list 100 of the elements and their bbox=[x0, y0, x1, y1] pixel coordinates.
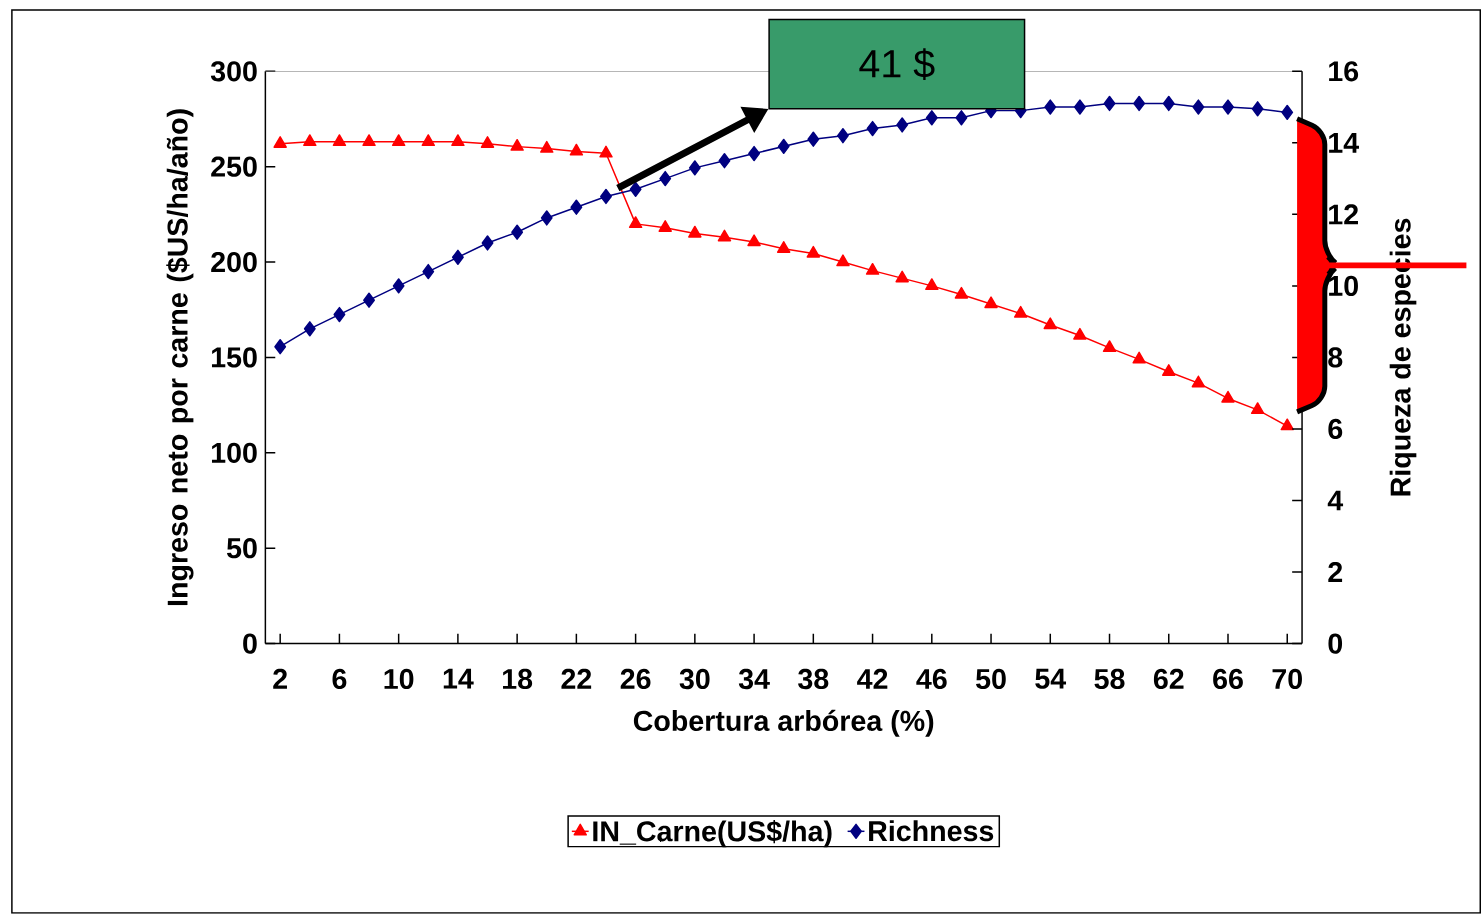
x-tick-label: 22 bbox=[561, 669, 592, 689]
x-tick-label: 58 bbox=[1094, 669, 1125, 690]
point bbox=[273, 136, 287, 149]
y-tick-label: 150 bbox=[211, 347, 257, 368]
y-tick-label: 0 bbox=[243, 633, 257, 654]
point bbox=[481, 235, 494, 251]
point bbox=[510, 139, 524, 152]
x-tick-label: 26 bbox=[620, 669, 651, 690]
point bbox=[658, 220, 672, 233]
point bbox=[717, 229, 732, 242]
point bbox=[274, 339, 287, 355]
point bbox=[1280, 418, 1294, 431]
y2-tick-label: 2 bbox=[1328, 562, 1343, 583]
point bbox=[511, 224, 524, 241]
y-tick-label: 100 bbox=[211, 442, 257, 464]
point bbox=[303, 321, 316, 337]
point bbox=[1250, 402, 1265, 415]
y2-tick-label: 10 bbox=[1329, 275, 1358, 297]
y-tick-label: 300 bbox=[210, 61, 257, 82]
x-tick-label: 46 bbox=[916, 669, 947, 690]
x-tick-label: 18 bbox=[503, 669, 533, 690]
x-tick-label: 62 bbox=[1153, 669, 1184, 690]
point bbox=[925, 110, 938, 126]
point bbox=[451, 249, 464, 266]
y2-tick-label: 16 bbox=[1329, 61, 1359, 82]
point bbox=[688, 225, 702, 238]
point bbox=[1013, 306, 1028, 318]
point bbox=[777, 138, 790, 155]
y2-axis-title: Riqueza de especies bbox=[1389, 218, 1417, 496]
x-tick-label: 30 bbox=[679, 669, 710, 690]
point bbox=[392, 278, 405, 294]
x-tick-label: 38 bbox=[798, 669, 829, 690]
x-tick-label: 70 bbox=[1272, 669, 1302, 690]
point bbox=[332, 134, 347, 147]
point bbox=[895, 270, 909, 283]
y2-tick-label: 12 bbox=[1329, 204, 1358, 225]
point bbox=[1191, 375, 1206, 388]
annotation: 41 $ bbox=[859, 48, 935, 81]
point bbox=[807, 131, 820, 148]
y-tick-label: 50 bbox=[226, 538, 257, 559]
point bbox=[1281, 104, 1294, 121]
point bbox=[333, 307, 346, 323]
point bbox=[748, 146, 761, 162]
point bbox=[1222, 99, 1234, 115]
point bbox=[1103, 95, 1116, 112]
point bbox=[1044, 99, 1057, 115]
point bbox=[1132, 351, 1146, 364]
point bbox=[363, 292, 375, 309]
point bbox=[776, 241, 791, 254]
point bbox=[866, 121, 879, 137]
point bbox=[1133, 95, 1146, 112]
point bbox=[391, 134, 406, 147]
legend-label: IN_Carne(US$/ha) bbox=[593, 820, 832, 848]
point bbox=[540, 210, 553, 226]
point bbox=[865, 263, 880, 276]
point bbox=[540, 141, 554, 153]
x-tick-label: 50 bbox=[976, 669, 1006, 690]
x-tick-label: 2 bbox=[273, 669, 287, 689]
point bbox=[570, 199, 583, 216]
point bbox=[659, 171, 672, 187]
point bbox=[1043, 317, 1058, 330]
point bbox=[569, 143, 584, 156]
point bbox=[718, 153, 731, 169]
x-axis-title: Cobertura arbórea (%) bbox=[633, 709, 934, 737]
y2-tick-label: 0 bbox=[1328, 633, 1343, 654]
point bbox=[628, 216, 643, 229]
x-tick-label: 42 bbox=[857, 669, 888, 689]
point bbox=[480, 136, 495, 149]
point bbox=[629, 181, 642, 198]
point bbox=[984, 296, 998, 309]
legend-label: Richness bbox=[869, 820, 994, 842]
y2-tick-label: 4 bbox=[1327, 490, 1344, 511]
point bbox=[600, 188, 612, 205]
point bbox=[422, 264, 435, 280]
x-tick-label: 54 bbox=[1035, 669, 1067, 689]
x-tick-label: 6 bbox=[332, 669, 347, 690]
x-tick-label: 10 bbox=[384, 669, 414, 690]
point bbox=[451, 134, 465, 147]
y2-tick-label: 6 bbox=[1328, 419, 1343, 440]
y-axis-title: Ingreso neto por carne ($US/ha/año) bbox=[166, 109, 194, 606]
point bbox=[955, 110, 968, 126]
point bbox=[1162, 95, 1175, 112]
point bbox=[303, 134, 317, 147]
point bbox=[599, 145, 613, 158]
point bbox=[1162, 364, 1176, 377]
point bbox=[806, 245, 821, 258]
x-tick-label: 34 bbox=[738, 669, 770, 690]
point bbox=[925, 278, 939, 291]
x-tick-label: 14 bbox=[443, 669, 474, 689]
point bbox=[1221, 390, 1235, 403]
y-tick-label: 200 bbox=[211, 252, 257, 273]
point bbox=[836, 254, 850, 267]
point bbox=[362, 134, 376, 147]
point bbox=[747, 234, 761, 247]
y2-tick-label: 14 bbox=[1329, 133, 1359, 153]
y-tick-label: 250 bbox=[211, 156, 257, 177]
point bbox=[896, 117, 909, 133]
y2-tick-label: 8 bbox=[1328, 347, 1343, 368]
point bbox=[1192, 99, 1205, 115]
point bbox=[1251, 101, 1264, 117]
